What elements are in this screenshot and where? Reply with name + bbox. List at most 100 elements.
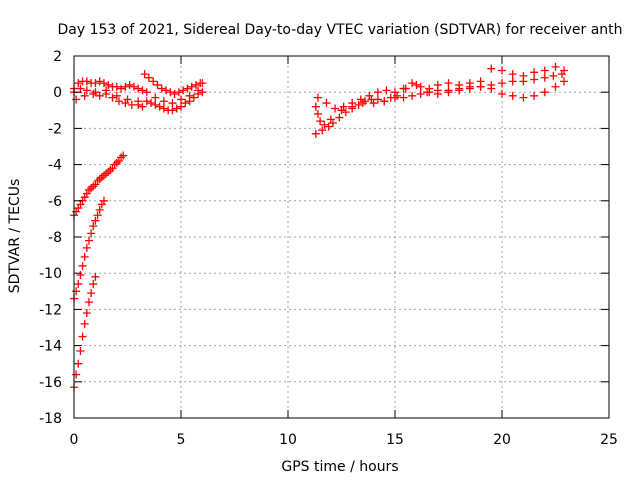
tick-layer: 0 5 10 15 20 25 -18 -16 -14 -12 -10 -8 -6 -4 -2 0 2 (39, 49, 618, 448)
data-point (82, 309, 91, 318)
data-point (159, 104, 168, 113)
data-point (519, 71, 528, 80)
y-tick-label: -10 (39, 266, 62, 282)
data-point (138, 102, 147, 111)
data-point (151, 100, 160, 109)
y-tick-label: -12 (39, 302, 62, 318)
data-point (408, 79, 417, 88)
data-point (498, 66, 506, 75)
data-series (70, 151, 128, 220)
data-point (181, 99, 190, 108)
data-point (162, 86, 171, 95)
data-point (112, 91, 121, 100)
data-point (142, 97, 151, 106)
data-point (179, 86, 188, 95)
data-point (324, 122, 333, 131)
y-tick-label: 0 (53, 85, 62, 101)
data-point (530, 75, 539, 84)
data-series (70, 196, 108, 303)
data-point (373, 95, 382, 104)
data-point (89, 280, 98, 289)
data-point (151, 93, 160, 102)
data-point (444, 88, 453, 97)
data-point (76, 271, 85, 280)
data-point (311, 102, 320, 111)
data-point (177, 102, 185, 111)
data-point (519, 93, 528, 102)
data-point (412, 80, 421, 89)
data-point (76, 84, 85, 93)
data-point (80, 319, 89, 328)
data-point (121, 82, 130, 91)
y-tick-label: -18 (39, 411, 62, 427)
data-point (318, 126, 327, 135)
data-point (335, 113, 344, 122)
data-point (356, 95, 365, 104)
data-point (369, 99, 378, 108)
data-point (117, 84, 126, 93)
data-layer (70, 62, 569, 392)
data-point (104, 80, 113, 89)
data-point (465, 79, 474, 88)
data-point (129, 82, 138, 91)
y-tick-label: -16 (39, 375, 62, 391)
data-point (185, 91, 194, 100)
y-tick-label: 2 (53, 49, 62, 65)
data-point (391, 88, 399, 97)
data-point (170, 90, 179, 99)
data-point (425, 84, 434, 93)
data-point (108, 93, 117, 102)
data-point (102, 86, 111, 95)
data-point (313, 93, 322, 102)
data-point (168, 99, 177, 108)
data-point (508, 91, 517, 100)
data-point (416, 90, 425, 99)
data-point (144, 73, 153, 82)
y-tick-label: -14 (39, 339, 62, 355)
data-point (399, 93, 408, 102)
data-point (382, 86, 391, 95)
data-point (153, 80, 162, 89)
data-series (140, 70, 207, 115)
data-point (78, 332, 87, 341)
y-tick-label: -6 (48, 194, 62, 210)
y-tick-label: -8 (48, 230, 62, 246)
data-point (123, 95, 132, 104)
data-point (380, 97, 389, 106)
data-point (508, 70, 517, 79)
data-point (433, 90, 442, 99)
data-point (322, 99, 331, 108)
data-point (157, 84, 166, 93)
data-point (311, 129, 320, 138)
x-axis-label: GPS time / hours (281, 459, 398, 475)
data-point (82, 243, 91, 252)
data-point (140, 70, 149, 79)
data-point (320, 120, 329, 129)
data-point (339, 102, 348, 111)
data-point (91, 272, 100, 281)
y-axis-label: SDTVAR / TECUs (7, 179, 23, 294)
data-point (84, 236, 93, 245)
data-point (530, 68, 539, 77)
x-tick-label: 0 (70, 432, 79, 448)
data-point (551, 82, 560, 91)
data-point (316, 117, 325, 126)
data-point (498, 90, 506, 99)
data-point (198, 88, 207, 97)
data-point (91, 88, 100, 97)
data-point (551, 62, 560, 71)
data-point (540, 88, 549, 97)
data-point (159, 97, 168, 106)
data-point (326, 115, 335, 124)
data-point (99, 79, 108, 88)
data-point (72, 370, 81, 379)
data-point (74, 280, 83, 289)
data-point (95, 77, 104, 86)
data-point (93, 211, 102, 220)
data-point (549, 71, 558, 80)
data-point (560, 66, 569, 75)
data-point (74, 79, 83, 88)
data-point (99, 196, 108, 205)
data-point (183, 84, 192, 93)
data-point (119, 151, 128, 160)
